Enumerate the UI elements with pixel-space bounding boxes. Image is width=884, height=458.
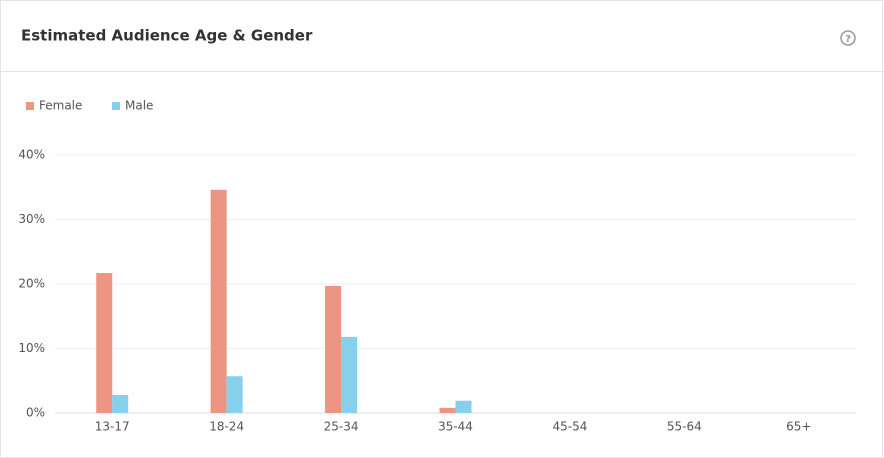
bar <box>341 336 358 413</box>
y-tick-label: 10% <box>18 341 45 355</box>
legend-label: Female <box>39 99 82 113</box>
help-icon[interactable]: ? <box>840 30 856 46</box>
svg-text:?: ? <box>845 34 851 45</box>
bar <box>96 273 113 413</box>
legend-swatch <box>26 102 34 110</box>
x-tick-label: 35-44 <box>438 420 473 434</box>
x-tick-label: 18-24 <box>209 420 244 434</box>
bar <box>455 400 472 413</box>
x-tick-label: 45-54 <box>552 420 587 434</box>
x-tick-label: 13-17 <box>95 420 130 434</box>
bar <box>439 407 456 413</box>
bar <box>210 189 227 413</box>
x-tick-label: 25-34 <box>324 420 359 434</box>
y-tick-label: 30% <box>18 212 45 226</box>
chart-title: Estimated Audience Age & Gender <box>21 27 313 45</box>
legend-label: Male <box>125 99 153 113</box>
legend-swatch <box>112 102 120 110</box>
y-tick-label: 40% <box>18 148 45 162</box>
x-tick-label: 65+ <box>786 420 811 434</box>
bar <box>325 285 342 413</box>
y-tick-label: 20% <box>18 277 45 291</box>
y-tick-label: 0% <box>26 406 45 420</box>
bar <box>112 394 129 413</box>
x-tick-label: 55-64 <box>667 420 702 434</box>
bar <box>226 376 243 413</box>
